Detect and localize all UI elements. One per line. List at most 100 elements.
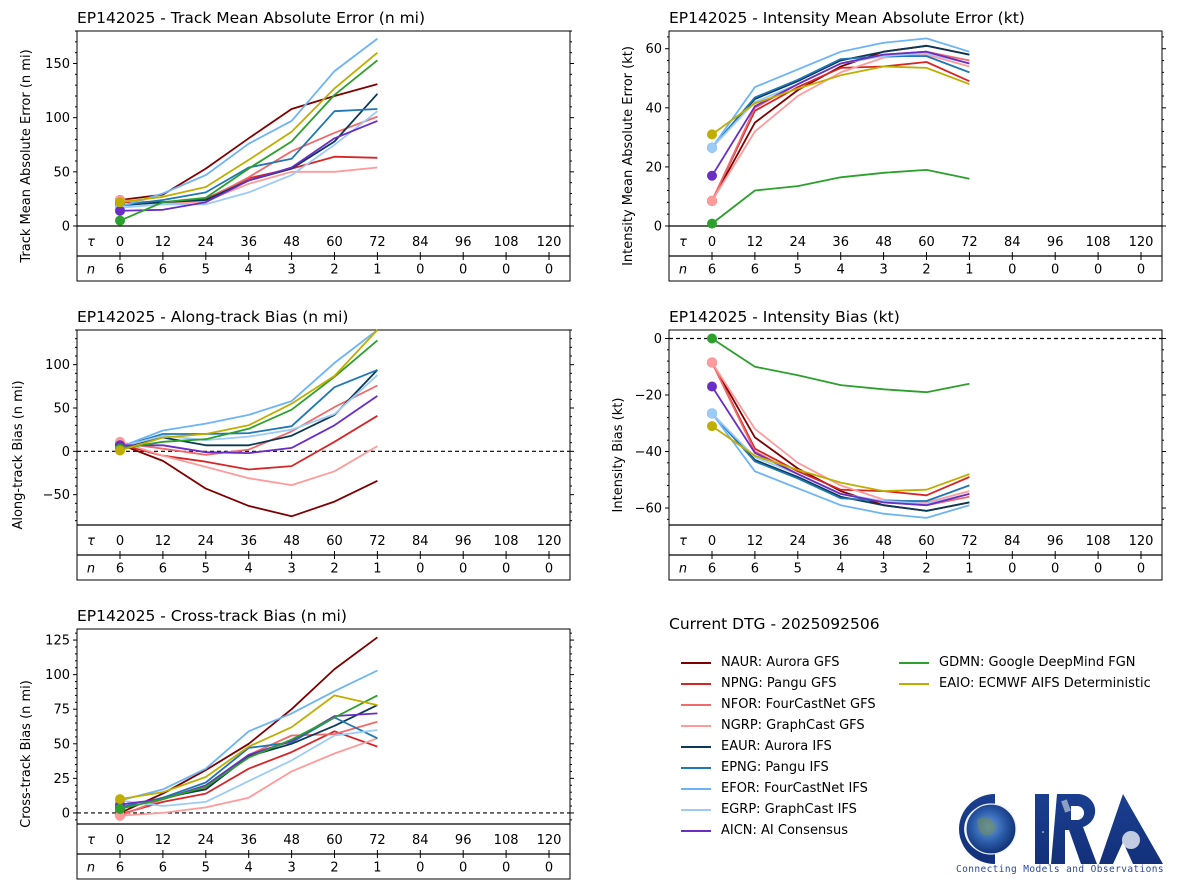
x-tick-label: 108 (494, 534, 519, 549)
legend-column-1: NAUR: Aurora GFS NPNG: Pangu GFS NFOR: F… (669, 652, 876, 841)
series-marker-aicn (707, 170, 717, 181)
n-count-label: 0 (416, 562, 424, 577)
n-count-label: 2 (330, 562, 338, 577)
n-count-label: 0 (416, 861, 424, 876)
y-tick-label: 100 (45, 668, 70, 683)
n-count-label: 0 (1137, 263, 1145, 278)
tau-row-label: τ (87, 534, 95, 549)
legend-label: EFOR: FourCastNet IFS (721, 781, 868, 796)
legend-item-aicn: AICN: AI Consensus (669, 820, 876, 841)
x-tick-label: 60 (326, 235, 343, 250)
logo-tagline: Connecting Models and Observations (955, 864, 1165, 875)
n-row-label: n (87, 562, 95, 577)
x-tick-label: 120 (1129, 235, 1154, 250)
series-line-epng (119, 108, 378, 207)
legend-label: EAUR: Aurora IFS (721, 739, 832, 754)
series-marker-aicn (707, 381, 717, 392)
series-marker-eaio (707, 129, 717, 140)
chart-title: EP142025 - Along-track Bias (n mi) (77, 308, 348, 326)
n-count-label: 3 (287, 861, 295, 876)
x-tick-label: 84 (412, 833, 429, 848)
legend-label: NFOR: FourCastNet GFS (721, 697, 876, 712)
series-marker-ngrp (707, 357, 717, 368)
n-count-label: 0 (1051, 263, 1059, 278)
x-tick-label: 36 (240, 235, 257, 250)
series-line-nfor (119, 384, 378, 456)
y-tick-label: 75 (53, 703, 70, 718)
series-line-aicn (711, 50, 970, 177)
n-count-label: 6 (159, 861, 167, 876)
cira-logo-graphic (959, 794, 1163, 864)
legend-column-2: GDMN: Google DeepMind FGN EAIO: ECMWF AI… (887, 652, 1151, 694)
x-tick-label: 48 (283, 534, 300, 549)
n-count-label: 2 (330, 263, 338, 278)
series-line-ngrp (119, 440, 378, 487)
n-count-label: 5 (794, 562, 802, 577)
chart-along-track-bias: EP142025 - Along-track Bias (n mi) Along-… (11, 308, 574, 581)
n-count-label: 1 (965, 263, 973, 278)
x-tick-label: 108 (494, 235, 519, 250)
y-axis-label: Intensity Mean Absolute Error (kt) (621, 46, 636, 266)
n-count-label: 1 (965, 562, 973, 577)
x-tick-label: 24 (198, 833, 215, 848)
y-tick-label: 60 (645, 42, 662, 57)
x-tick-label: 108 (1086, 235, 1111, 250)
series-marker-eaio (115, 794, 125, 805)
x-tick-label: 0 (116, 235, 124, 250)
y-axis-label: Along-track Bias (n mi) (11, 380, 26, 529)
legend-swatch (681, 787, 711, 790)
n-count-label: 6 (116, 263, 124, 278)
series-line-gdmn (119, 694, 378, 810)
n-count-label: 1 (373, 263, 381, 278)
legend-label: NPNG: Pangu GFS (721, 676, 837, 691)
tau-row-label: τ (87, 833, 95, 848)
x-tick-label: 72 (369, 235, 386, 250)
n-count-label: 4 (837, 263, 845, 278)
n-count-label: 1 (373, 861, 381, 876)
x-tick-label: 24 (198, 534, 215, 549)
y-tick-label: 125 (45, 634, 70, 649)
legend-item-npng: NPNG: Pangu GFS (669, 673, 876, 694)
legend-item-eaio: EAIO: ECMWF AIFS Deterministic (887, 673, 1151, 694)
series-line-epng (119, 369, 378, 448)
y-tick-label: 0 (62, 445, 70, 460)
n-count-label: 0 (502, 861, 510, 876)
series-marker-gdmn (115, 803, 125, 814)
series-line-aicn (711, 386, 970, 507)
series-line-gdmn (711, 337, 970, 394)
x-tick-label: 36 (832, 534, 849, 549)
x-tick-label: 96 (1047, 534, 1064, 549)
series-line-gdmn (119, 59, 378, 222)
plot-frame (668, 329, 1163, 581)
y-tick-label: 0 (654, 332, 662, 347)
x-tick-label: 24 (198, 235, 215, 250)
x-tick-label: 84 (1004, 534, 1021, 549)
series-line-epng (711, 412, 970, 502)
n-count-label: 0 (1051, 562, 1059, 577)
y-tick-label: 100 (45, 111, 70, 126)
y-tick-label: 150 (45, 57, 70, 72)
series-line-ngrp (711, 53, 970, 202)
chart-cross-track-bias: EP142025 - Cross-track Bias (n mi) Cross-… (19, 607, 574, 880)
chart-track-mae: EP142025 - Track Mean Absolute Error (n … (19, 9, 574, 282)
x-tick-label: 12 (747, 534, 764, 549)
x-tick-label: 12 (747, 235, 764, 250)
series-line-eaio (119, 52, 378, 204)
legend-swatch (681, 766, 711, 769)
x-tick-label: 120 (537, 235, 562, 250)
x-tick-label: 72 (961, 534, 978, 549)
x-tick-label: 12 (155, 833, 172, 848)
n-count-label: 0 (545, 562, 553, 577)
chart-title: EP142025 - Intensity Mean Absolute Error… (669, 9, 1025, 27)
n-count-label: 4 (245, 861, 253, 876)
chart-title: EP142025 - Cross-track Bias (n mi) (77, 607, 347, 625)
legend-swatch (681, 829, 711, 832)
y-tick-label: 50 (53, 402, 70, 417)
series-marker-eaio (115, 445, 125, 456)
n-count-label: 5 (202, 861, 210, 876)
n-count-label: 6 (116, 861, 124, 876)
series-line-egrp (119, 729, 378, 807)
x-tick-label: 24 (790, 534, 807, 549)
x-tick-label: 72 (961, 235, 978, 250)
